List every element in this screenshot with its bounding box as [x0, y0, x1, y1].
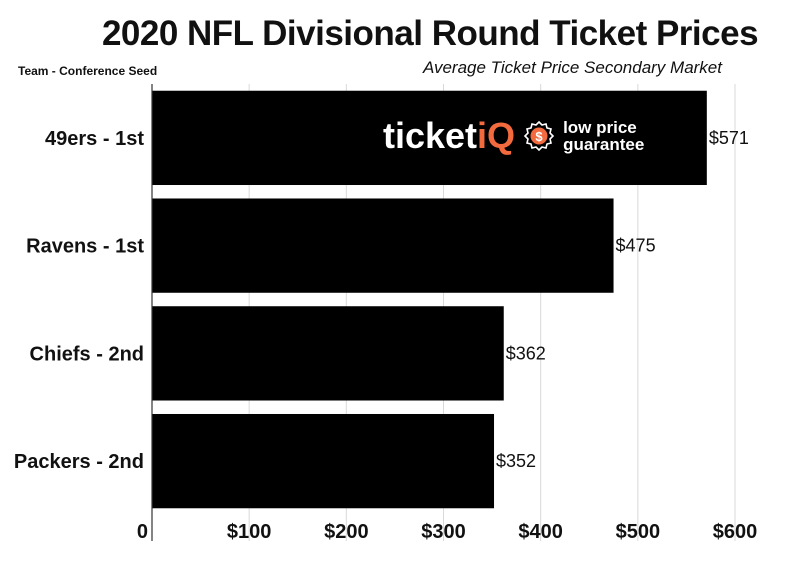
category-label: Chiefs - 2nd [30, 343, 144, 365]
x-tick-label: $100 [227, 521, 272, 543]
logo-tagline-line-2: guarantee [563, 135, 645, 154]
x-axis-tick-labels: 0 $100 $200 $300 $400 $500 $600 [137, 521, 757, 543]
price-badge-icon: $ [523, 120, 555, 152]
x-tick-label: $200 [324, 521, 369, 543]
bar-1 [152, 90, 707, 186]
logo-word-accent: iQ [477, 115, 516, 156]
value-label: $352 [496, 451, 536, 471]
bar-4 [152, 413, 495, 509]
category-label: Ravens - 1st [26, 236, 144, 258]
value-labels: $571 $475 $362 $352 [496, 128, 749, 471]
bar-3 [152, 306, 504, 401]
logo-word-main: ticket [383, 115, 478, 156]
bars [152, 90, 707, 509]
x-tick-label: $300 [421, 521, 466, 543]
logo-wordmark: ticketiQ [383, 118, 515, 154]
x-tick-label: 0 [137, 521, 148, 543]
logo-tagline-line-1: low price [563, 118, 637, 137]
chart-subtitle: Average Ticket Price Secondary Market [422, 58, 722, 77]
value-label: $571 [709, 128, 749, 148]
value-label: $362 [506, 343, 546, 363]
category-label: 49ers - 1st [45, 128, 144, 150]
x-tick-label: $500 [616, 521, 661, 543]
logo-tagline: low price guarantee [563, 119, 644, 153]
bar-2 [152, 198, 614, 293]
value-label: $475 [616, 236, 656, 256]
y-axis-title: Team - Conference Seed [18, 64, 158, 78]
x-tick-label: $600 [713, 521, 758, 543]
chart-title: 2020 NFL Divisional Round Ticket Prices [101, 14, 759, 53]
category-labels: 49ers - 1st Ravens - 1st Chiefs - 2nd Packe… [14, 128, 144, 473]
badge-dollar-sign: $ [535, 129, 543, 144]
category-label: Packers - 2nd [14, 451, 144, 473]
ticketiq-logo: ticketiQ $ low price guarantee [383, 118, 644, 154]
x-tick-label: $400 [518, 521, 563, 543]
